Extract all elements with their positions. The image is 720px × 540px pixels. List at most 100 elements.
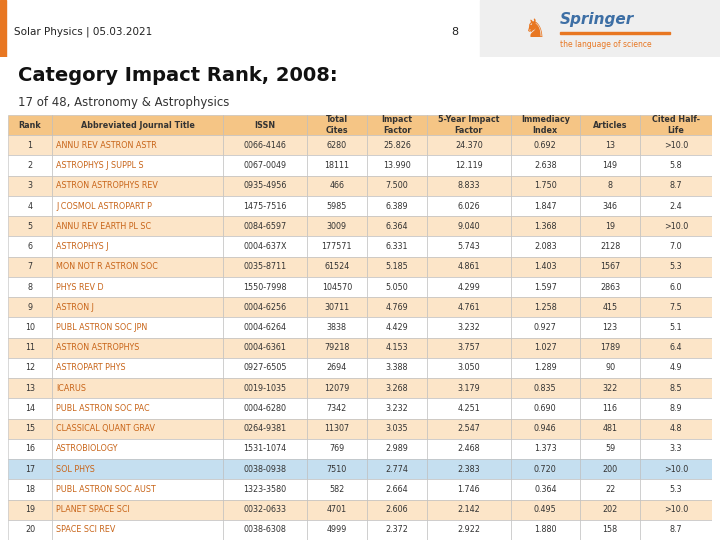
Bar [223,256,307,277]
Text: 79218: 79218 [324,343,349,352]
Bar [307,459,367,480]
Bar [367,176,427,196]
Text: 2.547: 2.547 [457,424,480,433]
Bar [8,459,52,480]
Bar [8,297,52,318]
Bar [223,480,307,500]
Bar [307,196,367,216]
Bar [510,480,580,500]
Bar [580,115,640,135]
Text: 8.7: 8.7 [670,181,683,190]
Bar [307,176,367,196]
Bar [510,176,580,196]
Text: 8.9: 8.9 [670,404,683,413]
Text: 3838: 3838 [327,323,347,332]
Text: Impact
Factor: Impact Factor [382,116,413,135]
Bar [367,277,427,297]
Bar [8,135,52,156]
Bar [640,176,712,196]
Bar [580,297,640,318]
Text: 7342: 7342 [327,404,347,413]
Bar [223,358,307,378]
Text: 2863: 2863 [600,282,620,292]
Bar [580,156,640,176]
Text: 16: 16 [25,444,35,454]
Bar [427,277,510,297]
Text: 18111: 18111 [324,161,349,170]
Text: Cited Half-
Life: Cited Half- Life [652,116,700,135]
Text: 1.027: 1.027 [534,343,557,352]
Bar [510,115,580,135]
Bar [223,439,307,459]
Text: 0004-6361: 0004-6361 [243,343,287,352]
Text: >10.0: >10.0 [664,464,688,474]
Bar [223,216,307,237]
Text: 481: 481 [603,424,618,433]
Bar [52,318,223,338]
Text: 5.3: 5.3 [670,262,683,271]
Text: 2.142: 2.142 [457,505,480,514]
Bar [367,297,427,318]
Bar [52,156,223,176]
Bar [307,115,367,135]
Bar [427,216,510,237]
Bar [427,176,510,196]
Bar [307,399,367,418]
Text: 1789: 1789 [600,343,620,352]
Bar [427,378,510,399]
Bar [307,277,367,297]
Text: 1.746: 1.746 [457,485,480,494]
Bar [8,256,52,277]
Bar [52,256,223,277]
Text: 7.500: 7.500 [386,181,408,190]
Bar [223,297,307,318]
Text: 116: 116 [603,404,618,413]
Bar [427,399,510,418]
Text: 1.847: 1.847 [534,201,557,211]
Text: 6.389: 6.389 [386,201,408,211]
Bar [52,480,223,500]
Text: 0035-8711: 0035-8711 [243,262,287,271]
Bar [367,378,427,399]
Text: 582: 582 [329,485,344,494]
Bar [640,358,712,378]
Text: 322: 322 [603,384,618,393]
Text: 0004-6280: 0004-6280 [243,404,287,413]
Text: 4.8: 4.8 [670,424,683,433]
Bar [427,256,510,277]
Text: 2.606: 2.606 [386,505,408,514]
Bar [580,318,640,338]
Bar [510,135,580,156]
Bar [8,237,52,256]
Bar [223,277,307,297]
Text: 1: 1 [27,141,32,150]
Bar [427,520,510,540]
Bar [580,520,640,540]
Text: 7.5: 7.5 [670,303,683,312]
Text: 0067-0049: 0067-0049 [243,161,287,170]
Bar [640,378,712,399]
Text: 7510: 7510 [327,464,347,474]
Text: 5-Year Impact
Factor: 5-Year Impact Factor [438,116,500,135]
Bar [52,135,223,156]
Text: SPACE SCI REV: SPACE SCI REV [56,525,115,535]
Bar [52,459,223,480]
Text: 0038-6308: 0038-6308 [243,525,287,535]
Bar [307,418,367,439]
Text: PUBL ASTRON SOC PAC: PUBL ASTRON SOC PAC [56,404,150,413]
Bar [640,459,712,480]
Text: 3.232: 3.232 [457,323,480,332]
Text: 5985: 5985 [327,201,347,211]
Bar [580,480,640,500]
Text: >10.0: >10.0 [664,141,688,150]
Text: 1.880: 1.880 [534,525,557,535]
Text: 0084-6597: 0084-6597 [243,222,287,231]
Text: Solar Physics | 05.03.2021: Solar Physics | 05.03.2021 [14,26,152,37]
Bar [367,459,427,480]
Text: 5.185: 5.185 [386,262,408,271]
Bar [52,418,223,439]
Bar [223,399,307,418]
Text: 1323-3580: 1323-3580 [243,485,287,494]
Text: 769: 769 [329,444,344,454]
Text: 466: 466 [329,181,344,190]
